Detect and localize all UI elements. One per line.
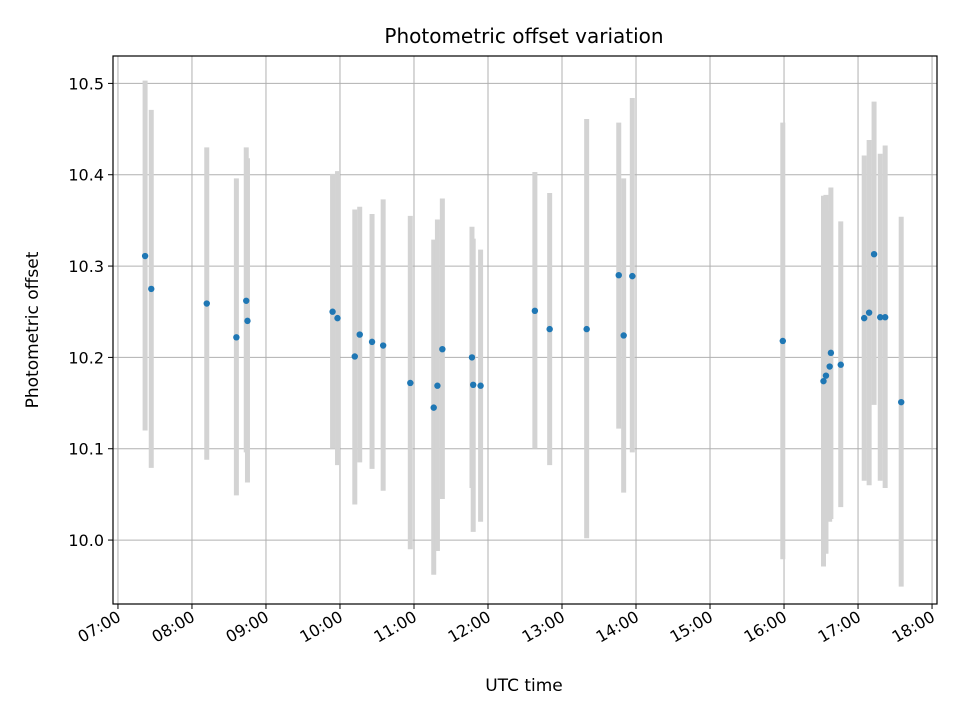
chart-title: Photometric offset variation: [384, 24, 663, 48]
data-point: [865, 309, 873, 316]
data-point: [870, 250, 878, 258]
data-point: [820, 377, 827, 385]
data-point: [861, 314, 868, 322]
plot-frame: [112, 55, 938, 605]
data-point: [233, 334, 240, 341]
x-axis-label: UTC time: [485, 676, 563, 696]
data-point: [351, 353, 358, 360]
y-tick-label: 10.4: [68, 166, 104, 185]
data-point: [468, 354, 476, 361]
data-point: [407, 379, 414, 387]
data-point: [434, 382, 441, 389]
data-point: [141, 252, 149, 260]
data-points: [141, 250, 905, 411]
data-point: [583, 325, 590, 333]
data-point: [779, 337, 786, 345]
data-point: [620, 332, 627, 339]
data-point: [379, 342, 387, 349]
data-point: [827, 349, 835, 357]
data-point: [148, 285, 155, 293]
data-point: [203, 300, 210, 307]
y-axis-ticks: 10.0 10.1 10.2 10.3 10.4 10.5: [68, 74, 113, 550]
data-point: [477, 382, 484, 389]
data-point: [881, 314, 889, 321]
data-point: [546, 325, 553, 333]
data-point: [439, 345, 446, 353]
y-tick-label: 10.5: [68, 74, 104, 93]
data-point: [898, 398, 905, 406]
data-point: [430, 404, 437, 411]
y-tick-label: 10.3: [68, 257, 104, 276]
data-point: [329, 308, 336, 315]
data-point: [368, 338, 376, 346]
data-point: [629, 272, 636, 280]
y-tick-label: 10.0: [68, 531, 104, 550]
y-axis-label: Photometric offset: [23, 251, 43, 408]
data-point: [822, 372, 830, 379]
data-point: [334, 314, 341, 322]
data-point: [356, 331, 363, 338]
y-tick-label: 10.2: [68, 348, 104, 367]
data-point: [531, 307, 539, 315]
y-tick-label: 10.1: [68, 440, 104, 459]
data-point: [826, 363, 833, 370]
data-point: [837, 361, 844, 368]
data-point: [243, 297, 250, 304]
data-point: [244, 317, 251, 325]
data-point: [469, 381, 477, 388]
data-point: [877, 314, 884, 321]
data-point: [615, 272, 622, 279]
